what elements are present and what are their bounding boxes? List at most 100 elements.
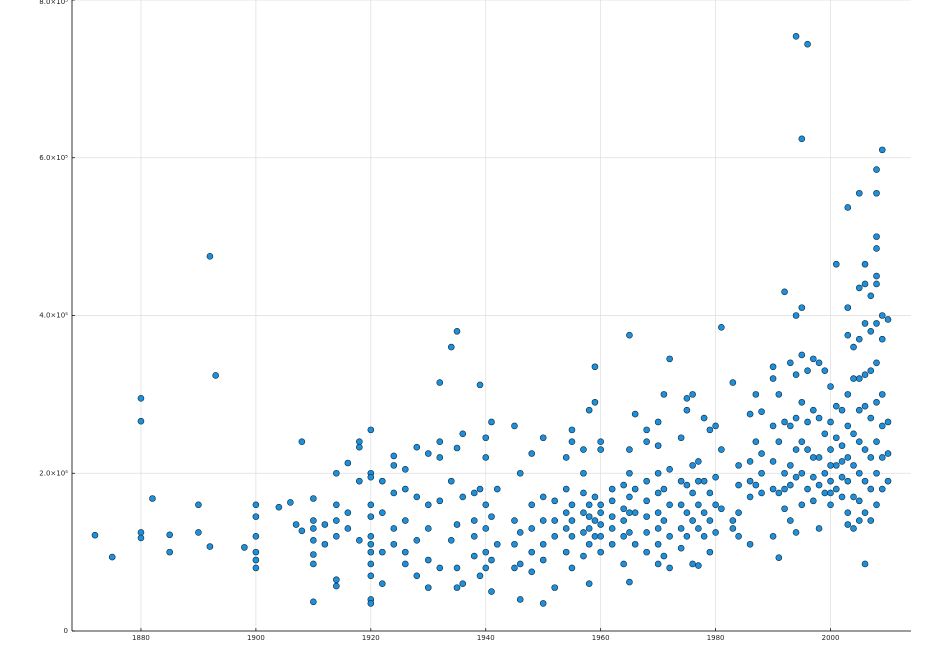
- point: [873, 272, 880, 280]
- point: [884, 316, 892, 323]
- point: [827, 383, 834, 390]
- point: [482, 501, 490, 509]
- point: [683, 395, 691, 402]
- point: [666, 533, 673, 540]
- point: [706, 548, 714, 556]
- point: [838, 458, 846, 465]
- point: [413, 493, 421, 501]
- point: [631, 509, 639, 516]
- point: [379, 580, 386, 587]
- point: [654, 442, 662, 449]
- point: [620, 505, 627, 513]
- point: [654, 540, 662, 548]
- point: [562, 485, 570, 493]
- x-tick-label: 1940: [477, 634, 495, 642]
- point: [620, 560, 627, 568]
- point: [746, 410, 754, 418]
- x-tick-label: 1920: [362, 634, 380, 642]
- point: [333, 582, 340, 590]
- point: [402, 517, 409, 524]
- point: [700, 477, 708, 485]
- point: [873, 398, 880, 406]
- point: [310, 551, 317, 558]
- point: [482, 564, 490, 572]
- x-tick-label: 1880: [132, 634, 150, 642]
- point: [855, 189, 863, 197]
- point: [643, 548, 650, 556]
- point: [310, 598, 317, 606]
- point: [695, 562, 702, 569]
- point: [844, 509, 852, 516]
- point: [488, 588, 495, 595]
- point: [878, 335, 886, 343]
- point: [476, 485, 484, 493]
- point: [832, 260, 840, 268]
- point: [367, 540, 375, 548]
- point: [781, 485, 788, 493]
- point: [884, 477, 892, 485]
- point: [356, 438, 363, 446]
- point: [666, 355, 673, 363]
- point: [815, 454, 823, 461]
- point: [539, 493, 547, 501]
- point: [654, 418, 662, 426]
- point: [436, 497, 444, 505]
- point: [447, 477, 455, 485]
- point: [379, 548, 386, 556]
- point: [735, 462, 742, 469]
- point: [568, 426, 576, 434]
- point: [580, 446, 587, 453]
- point: [643, 477, 650, 485]
- point: [493, 485, 501, 493]
- point: [424, 501, 432, 509]
- point: [413, 572, 421, 580]
- point: [597, 509, 604, 516]
- point: [379, 477, 386, 485]
- point: [844, 521, 852, 528]
- point: [769, 375, 777, 382]
- point: [631, 410, 639, 418]
- point: [844, 204, 852, 211]
- point: [344, 509, 352, 516]
- point: [482, 525, 490, 532]
- point: [821, 367, 829, 375]
- point: [873, 245, 880, 252]
- point: [804, 367, 811, 375]
- point: [562, 454, 570, 461]
- point: [447, 536, 455, 544]
- point: [390, 462, 398, 469]
- point: [792, 473, 800, 481]
- point: [275, 503, 283, 511]
- point: [700, 509, 708, 516]
- point: [367, 501, 375, 509]
- point: [470, 517, 478, 524]
- point: [654, 509, 662, 516]
- point: [476, 381, 484, 389]
- point: [832, 402, 840, 410]
- point: [551, 584, 559, 591]
- point: [746, 540, 754, 548]
- point: [333, 469, 340, 477]
- point: [206, 543, 214, 550]
- point: [488, 418, 495, 426]
- point: [689, 489, 696, 497]
- y-tick-label: 4.0×10⁵: [39, 312, 68, 320]
- point: [654, 469, 662, 477]
- point: [798, 469, 806, 477]
- point: [758, 450, 765, 457]
- point: [878, 454, 886, 461]
- point: [356, 536, 363, 544]
- point: [810, 473, 817, 481]
- point: [511, 540, 518, 548]
- point: [568, 533, 576, 540]
- point: [591, 533, 599, 540]
- point: [488, 513, 495, 520]
- point: [815, 359, 823, 367]
- point: [252, 556, 260, 564]
- point: [855, 335, 863, 343]
- point: [729, 517, 737, 524]
- point: [137, 529, 145, 536]
- point: [528, 501, 536, 509]
- point: [695, 501, 702, 509]
- point: [746, 458, 754, 465]
